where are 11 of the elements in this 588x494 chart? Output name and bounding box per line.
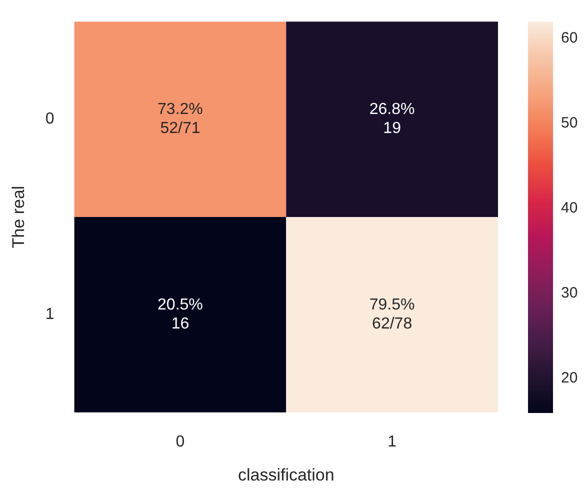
data-label: 20.5% 16: [158, 296, 203, 333]
color-bar-label: 20: [561, 370, 578, 387]
color-bar-label: 40: [561, 200, 578, 217]
x-axis-title: classification: [238, 465, 334, 484]
data-label: 26.8% 19: [369, 101, 415, 138]
data-label: 73.2% 52/71: [158, 101, 203, 138]
color-bar-label: 50: [561, 114, 578, 132]
data-label: 79.5% 62/78: [369, 296, 415, 333]
color-bar-label: 60: [561, 30, 578, 47]
color-bar-label: 30: [561, 284, 578, 302]
y-axis-title: The real: [8, 186, 28, 248]
